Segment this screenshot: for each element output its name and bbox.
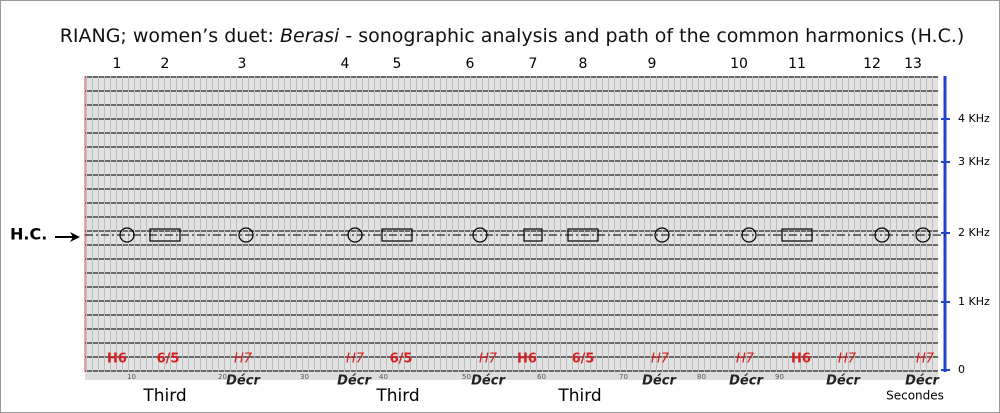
harmonic-label: H7	[916, 352, 935, 367]
harmonic-label: H7	[479, 352, 498, 367]
segment-number: 9	[648, 56, 657, 72]
time-tick: 20	[218, 373, 227, 381]
time-unit: Secondes	[886, 389, 944, 403]
figure: RIANG; women’s duet: Berasi - sonographi…	[0, 0, 1000, 413]
hc-label: H.C.	[10, 225, 47, 244]
time-tick: 50	[462, 373, 471, 381]
harmonic-label: H7	[838, 352, 857, 367]
decr-label: Décr	[729, 374, 764, 389]
frequency-label: 0	[958, 363, 965, 376]
harmonic-label: H7	[736, 352, 755, 367]
harmonic-label: H6	[791, 352, 811, 367]
interval-label: Third	[142, 386, 186, 406]
time-tick: 90	[775, 373, 784, 381]
harmonic-label: H6	[107, 352, 127, 367]
time-bar	[85, 372, 938, 380]
segment-number: 4	[341, 56, 350, 72]
harmonic-label: 6/5	[572, 352, 595, 367]
harmonic-label: H7	[651, 352, 670, 367]
segment-number: 8	[579, 56, 588, 72]
time-tick: 30	[300, 373, 309, 381]
segment-number: 5	[393, 56, 402, 72]
harmonic-label: 6/5	[157, 352, 180, 367]
harmonic-label: 6/5	[390, 352, 413, 367]
decr-label: Décr	[905, 374, 940, 389]
frequency-label: 3 KHz	[958, 155, 990, 168]
interval-label: Third	[375, 386, 419, 406]
frequency-label: 1 KHz	[958, 295, 990, 308]
decr-label: Décr	[226, 374, 261, 389]
time-tick: 60	[537, 373, 546, 381]
time-tick: 10	[127, 373, 136, 381]
decr-label: Décr	[826, 374, 861, 389]
harmonic-label: H7	[346, 352, 365, 367]
harmonic-label: H6	[517, 352, 537, 367]
title: RIANG; women’s duet: Berasi - sonographi…	[60, 25, 965, 47]
interval-label: Third	[557, 386, 601, 406]
segment-number: 13	[904, 56, 922, 72]
time-tick: 40	[379, 373, 388, 381]
segment-number: 10	[730, 56, 748, 72]
frequency-label: 4 KHz	[958, 112, 990, 125]
segment-number: 6	[466, 56, 475, 72]
sonogram	[85, 76, 938, 372]
segment-number: 7	[529, 56, 538, 72]
segment-number: 3	[238, 56, 247, 72]
segment-number: 1	[113, 56, 122, 72]
segment-number: 11	[788, 56, 806, 72]
decr-label: Décr	[471, 374, 506, 389]
frequency-label: 2 KHz	[958, 226, 990, 239]
decr-label: Décr	[642, 374, 677, 389]
segment-number: 12	[863, 56, 881, 72]
segment-number: 2	[161, 56, 170, 72]
harmonic-label: H7	[234, 352, 253, 367]
decr-label: Décr	[337, 374, 372, 389]
time-tick: 80	[697, 373, 706, 381]
time-tick: 70	[619, 373, 628, 381]
